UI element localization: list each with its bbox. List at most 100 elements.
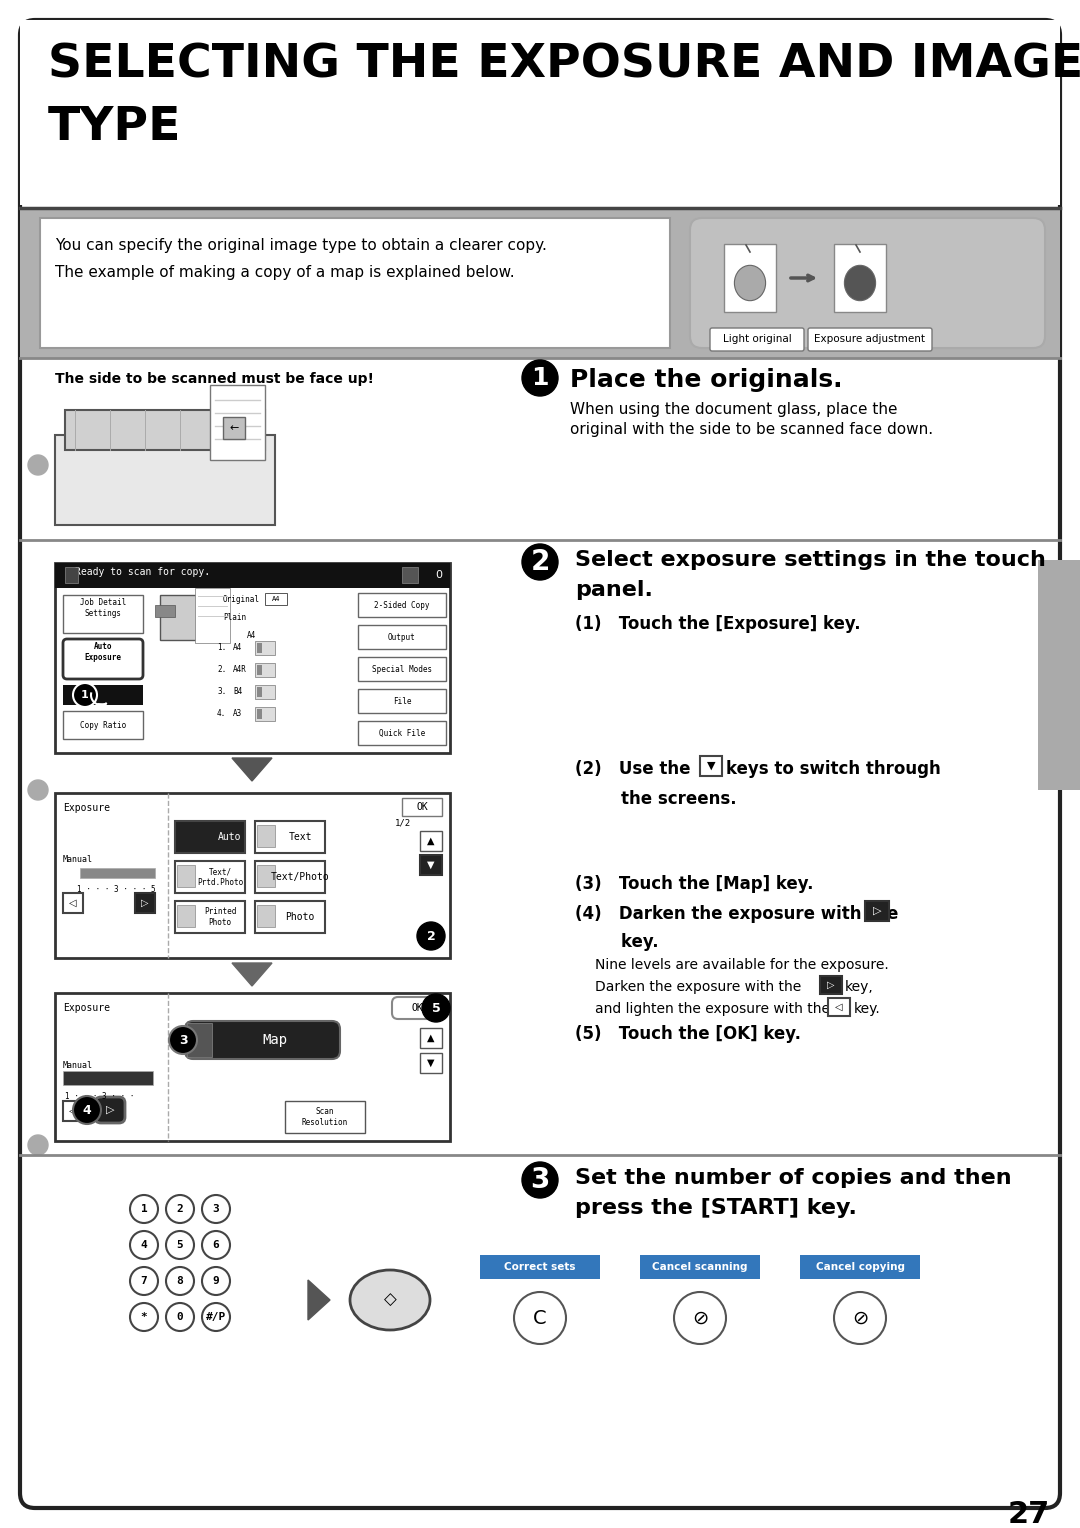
Bar bbox=[255, 707, 275, 721]
Bar bbox=[357, 689, 446, 714]
Circle shape bbox=[202, 1232, 230, 1259]
Text: ⊘: ⊘ bbox=[852, 1308, 868, 1328]
Text: *: * bbox=[140, 1313, 147, 1322]
Text: 4: 4 bbox=[83, 1103, 92, 1117]
Text: key.: key. bbox=[854, 1002, 881, 1016]
Text: 1: 1 bbox=[140, 1204, 147, 1215]
Circle shape bbox=[168, 1025, 197, 1054]
Text: Job Detail
Settings: Job Detail Settings bbox=[80, 599, 126, 617]
Bar bbox=[255, 821, 325, 853]
Text: ◇: ◇ bbox=[383, 1291, 396, 1309]
Circle shape bbox=[130, 1267, 158, 1296]
Text: the screens.: the screens. bbox=[575, 790, 737, 808]
Bar bbox=[55, 435, 275, 526]
Bar bbox=[255, 685, 275, 698]
Text: ←: ← bbox=[229, 423, 239, 432]
Bar bbox=[55, 793, 450, 958]
Ellipse shape bbox=[845, 266, 876, 301]
Circle shape bbox=[73, 1096, 102, 1125]
Circle shape bbox=[166, 1303, 194, 1331]
Text: ◁: ◁ bbox=[835, 1002, 842, 1012]
Bar bbox=[255, 860, 325, 892]
Text: ◁: ◁ bbox=[69, 898, 77, 908]
Circle shape bbox=[73, 683, 97, 707]
Text: 7: 7 bbox=[140, 1276, 147, 1287]
Circle shape bbox=[202, 1267, 230, 1296]
Circle shape bbox=[166, 1195, 194, 1222]
Bar bbox=[195, 588, 230, 643]
Text: original with the side to be scanned face down.: original with the side to be scanned fac… bbox=[570, 422, 933, 437]
Text: Correct sets: Correct sets bbox=[504, 1262, 576, 1271]
Circle shape bbox=[202, 1303, 230, 1331]
FancyBboxPatch shape bbox=[808, 329, 932, 351]
Text: B4: B4 bbox=[233, 688, 242, 695]
Text: 1/2: 1/2 bbox=[395, 817, 411, 827]
Bar bbox=[65, 410, 265, 451]
FancyBboxPatch shape bbox=[95, 1097, 125, 1123]
Text: Manual: Manual bbox=[63, 1060, 93, 1070]
Text: (5)   Touch the [OK] key.: (5) Touch the [OK] key. bbox=[575, 1025, 801, 1044]
Circle shape bbox=[522, 544, 558, 581]
Text: 1 · · · 3 · · · 5: 1 · · · 3 · · · 5 bbox=[77, 885, 156, 894]
Bar bbox=[63, 711, 143, 740]
Text: (3)   Touch the [Map] key.: (3) Touch the [Map] key. bbox=[575, 876, 813, 892]
Bar bbox=[55, 562, 450, 588]
Bar bbox=[820, 976, 842, 995]
Bar bbox=[420, 1053, 442, 1073]
Text: 1.: 1. bbox=[217, 643, 226, 652]
Text: Text/Photo: Text/Photo bbox=[271, 872, 329, 882]
Bar bbox=[63, 594, 143, 633]
Circle shape bbox=[514, 1293, 566, 1345]
Text: The example of making a copy of a map is explained below.: The example of making a copy of a map is… bbox=[55, 264, 515, 280]
Bar bbox=[420, 831, 442, 851]
Bar bbox=[40, 219, 670, 348]
Text: Auto: Auto bbox=[218, 833, 242, 842]
Bar bbox=[255, 642, 275, 656]
FancyBboxPatch shape bbox=[21, 20, 1059, 1508]
Text: Nine levels are available for the exposure.: Nine levels are available for the exposu… bbox=[595, 958, 889, 972]
Bar bbox=[175, 821, 245, 853]
Bar bbox=[357, 657, 446, 681]
Text: ▷: ▷ bbox=[873, 906, 881, 915]
Circle shape bbox=[28, 1135, 48, 1155]
Circle shape bbox=[417, 921, 445, 950]
Text: (1)   Touch the [Exposure] key.: (1) Touch the [Exposure] key. bbox=[575, 614, 861, 633]
Text: Original: Original bbox=[222, 594, 260, 604]
Text: Cancel copying: Cancel copying bbox=[815, 1262, 905, 1271]
Text: Place the originals.: Place the originals. bbox=[570, 368, 842, 393]
Text: Manual: Manual bbox=[63, 856, 93, 863]
Text: 9: 9 bbox=[213, 1276, 219, 1287]
Text: ▼: ▼ bbox=[706, 761, 715, 772]
Bar bbox=[55, 562, 450, 753]
Text: Exposure: Exposure bbox=[63, 804, 110, 813]
Bar bbox=[700, 756, 723, 776]
Polygon shape bbox=[308, 1280, 330, 1320]
Bar bbox=[828, 998, 850, 1016]
Circle shape bbox=[522, 1161, 558, 1198]
Bar bbox=[65, 567, 78, 584]
Text: A4: A4 bbox=[233, 643, 242, 652]
Circle shape bbox=[130, 1195, 158, 1222]
Bar bbox=[160, 594, 215, 640]
Text: 6: 6 bbox=[213, 1241, 219, 1250]
Text: Copy Ratio: Copy Ratio bbox=[80, 721, 126, 729]
Circle shape bbox=[674, 1293, 726, 1345]
Bar bbox=[420, 1028, 442, 1048]
Text: Exposure adjustment: Exposure adjustment bbox=[814, 335, 926, 344]
Text: ⊘: ⊘ bbox=[692, 1308, 708, 1328]
Text: ▷: ▷ bbox=[827, 979, 835, 990]
Text: 8: 8 bbox=[177, 1276, 184, 1287]
Text: keys to switch through: keys to switch through bbox=[726, 759, 941, 778]
Bar bbox=[640, 1254, 760, 1279]
Bar bbox=[257, 665, 262, 675]
Bar bbox=[257, 688, 262, 697]
Text: panel.: panel. bbox=[575, 581, 653, 601]
Bar bbox=[357, 625, 446, 649]
Text: (2)   Use the: (2) Use the bbox=[575, 759, 690, 778]
Bar bbox=[257, 643, 262, 652]
Ellipse shape bbox=[734, 266, 766, 301]
Text: 1: 1 bbox=[531, 367, 549, 390]
Bar bbox=[257, 825, 275, 847]
Text: A4: A4 bbox=[272, 596, 280, 602]
Bar bbox=[175, 860, 245, 892]
